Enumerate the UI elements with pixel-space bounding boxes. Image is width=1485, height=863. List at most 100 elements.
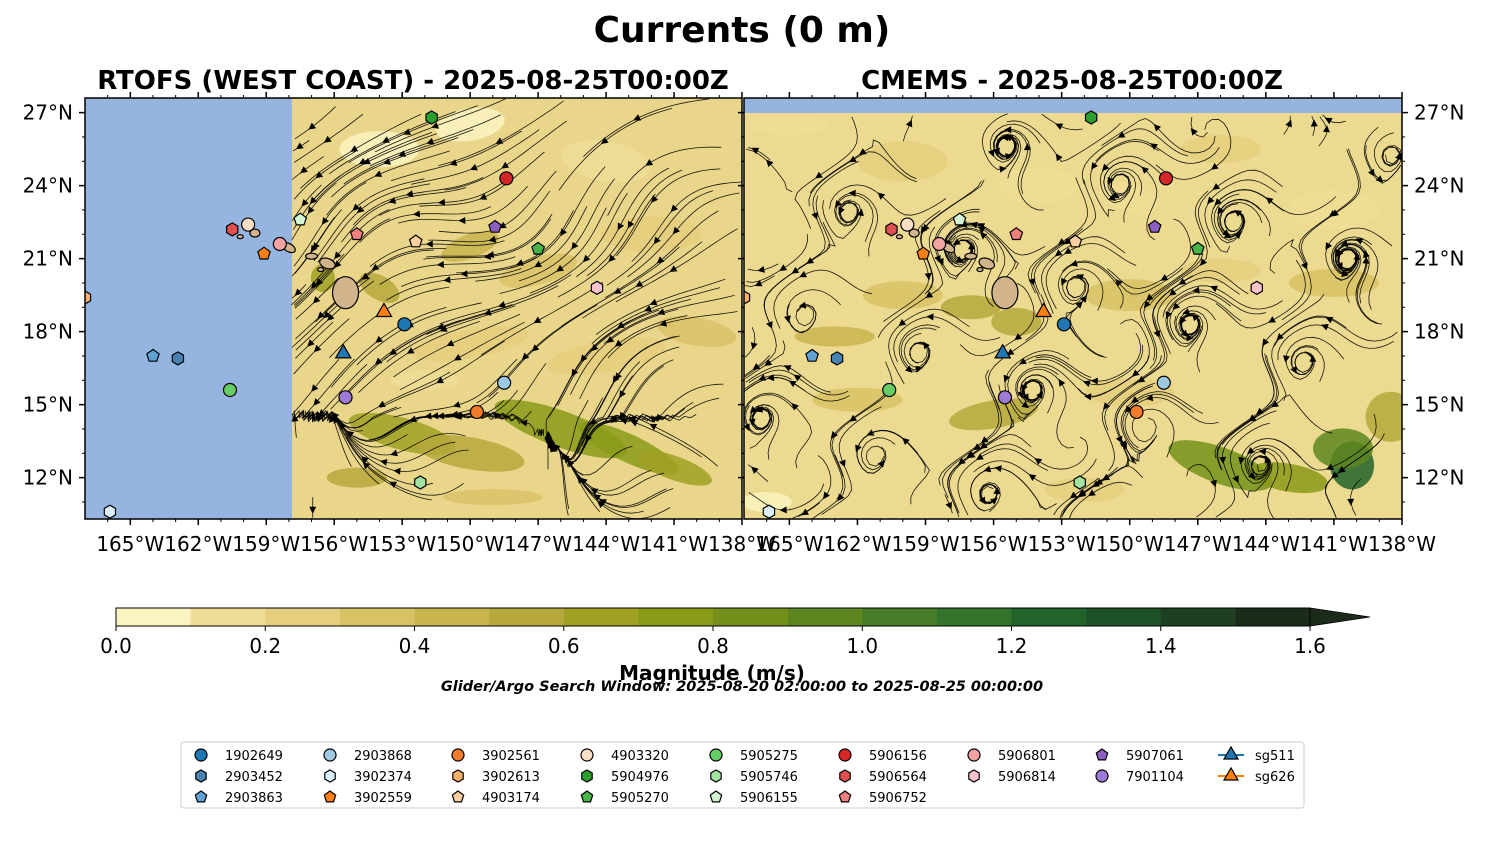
marker-3902613 — [744, 290, 751, 305]
colorbar-tick-label: 1.6 — [1294, 634, 1326, 658]
streamline-arrow — [978, 496, 986, 505]
island — [317, 266, 325, 273]
legend-marker-4903320 — [580, 748, 594, 762]
streamline-arrow — [1336, 262, 1343, 270]
streamline-arrow — [600, 137, 609, 145]
streamline — [379, 175, 512, 217]
legend-marker-3902559 — [323, 790, 337, 803]
streamline-arrow — [953, 238, 961, 246]
streamline-arrow — [920, 225, 928, 234]
streamline — [919, 180, 982, 295]
streamline-arrow — [617, 222, 625, 231]
streamline-arrow — [470, 163, 478, 171]
streamline-arrow — [925, 291, 934, 298]
streamline — [475, 206, 588, 282]
streamline-arrow — [1108, 194, 1117, 202]
streamline-arrow — [791, 266, 800, 274]
streamline — [1221, 394, 1333, 446]
streamline-arrow — [1058, 378, 1066, 387]
streamline-arrow — [1021, 401, 1030, 409]
streamline — [1271, 315, 1347, 401]
streamline — [798, 161, 860, 269]
streamline-arrow — [1214, 198, 1222, 206]
streamline — [1106, 218, 1192, 289]
streamline-arrow — [1090, 377, 1098, 385]
streamline — [591, 287, 721, 344]
streamline — [1350, 478, 1361, 516]
colorbar-tick-label: 0.2 — [249, 634, 281, 658]
streamline-arrow — [613, 287, 622, 294]
marker-sg511 — [994, 343, 1012, 359]
legend-label-5907061: 5907061 — [1126, 749, 1184, 764]
streamline — [1273, 316, 1398, 347]
magnitude-patch — [857, 141, 948, 182]
legend-label-3902561: 3902561 — [482, 749, 540, 764]
streamline-arrow — [627, 416, 636, 424]
legend-marker-1902649 — [194, 748, 208, 762]
streamline-arrow — [999, 165, 1007, 173]
legend-marker-2903452 — [195, 769, 207, 783]
magnitude-patch — [998, 167, 1079, 204]
marker-2903868 — [1156, 375, 1171, 390]
island — [331, 276, 360, 310]
colorbar-tick-label: 0.0 — [100, 634, 132, 658]
streamline-arrow — [1310, 119, 1318, 127]
streamline-arrow — [619, 390, 626, 398]
streamline-arrow — [452, 401, 461, 408]
streamline-arrow — [412, 210, 420, 218]
streamline-arrow — [1210, 479, 1217, 488]
legend-marker-sg511 — [1222, 745, 1240, 760]
streamline-arrow — [446, 339, 455, 347]
search-window-text: Glider/Argo Search Window: 2025-08-20 02… — [441, 679, 1043, 695]
streamline-arrow — [1219, 456, 1227, 464]
streamline-arrow — [1153, 330, 1160, 338]
magnitude-patch — [940, 295, 1001, 320]
streamline — [615, 228, 738, 303]
streamline — [1004, 350, 1070, 420]
island — [991, 276, 1019, 310]
streamline — [294, 106, 336, 140]
streamline — [480, 281, 604, 356]
streamline — [329, 371, 451, 424]
streamline — [339, 423, 466, 456]
streamline-arrow — [766, 159, 774, 168]
streamline — [369, 240, 505, 267]
streamline-arrow — [1325, 242, 1333, 250]
streamline — [476, 310, 587, 404]
streamline — [313, 178, 425, 262]
streamline-arrow — [1180, 329, 1189, 338]
streamline-arrow — [346, 430, 355, 438]
streamline — [1124, 396, 1219, 449]
marker-5905275 — [882, 382, 897, 398]
streamline-arrow — [1285, 119, 1292, 128]
streamline — [1290, 345, 1319, 376]
x-tick-label: 147°W — [1164, 532, 1232, 556]
streamline — [1363, 126, 1402, 184]
streamline — [1139, 244, 1201, 361]
streamline-arrow — [1264, 455, 1272, 464]
streamline — [426, 213, 553, 258]
legend-marker-5906752 — [838, 790, 852, 803]
streamline-arrow — [1064, 247, 1072, 254]
streamline-arrow — [973, 443, 982, 451]
current-field — [292, 98, 742, 519]
streamline — [1150, 190, 1209, 304]
marker-5905746 — [414, 475, 427, 490]
streamline-arrow — [615, 372, 622, 381]
streamline — [1215, 259, 1306, 329]
colorbar-cell — [862, 608, 938, 626]
streamline — [300, 113, 422, 189]
streamline-arrow — [1210, 285, 1218, 293]
streamline — [379, 256, 516, 285]
streamline — [943, 222, 1046, 263]
streamline-arrow — [1145, 394, 1154, 402]
legend-label-2903868: 2903868 — [354, 749, 412, 764]
streamline — [1269, 238, 1312, 321]
marker-3902561 — [469, 404, 485, 420]
streamline — [428, 190, 551, 243]
streamline-arrow — [779, 506, 787, 514]
marker-1902649 — [397, 317, 412, 332]
streamline-arrow — [645, 159, 654, 166]
streamline — [399, 321, 525, 391]
streamline-arrow — [1063, 237, 1072, 245]
